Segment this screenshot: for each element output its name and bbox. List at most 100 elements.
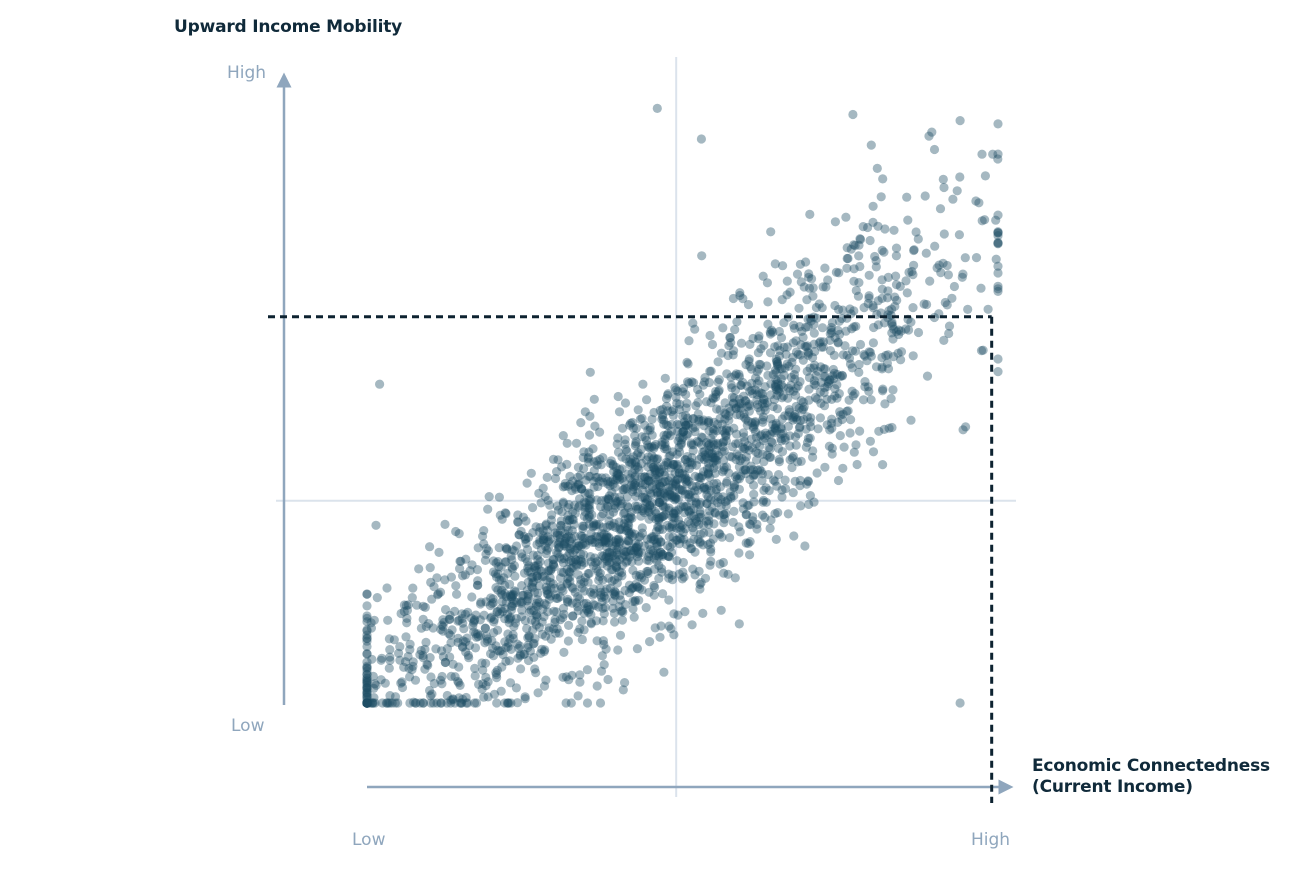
data-point [698, 467, 709, 477]
data-point [495, 510, 505, 520]
data-point [521, 534, 531, 544]
data-point [488, 651, 499, 661]
data-point [765, 348, 776, 358]
data-point [390, 692, 401, 702]
data-point [563, 596, 573, 606]
data-point [574, 541, 584, 551]
data-point [774, 454, 784, 465]
data-point [658, 500, 668, 511]
data-point [751, 455, 762, 465]
data-point [362, 626, 372, 636]
data-point [653, 534, 664, 544]
data-point [573, 570, 583, 580]
data-point [532, 609, 542, 620]
data-point [695, 509, 705, 519]
data-point [408, 583, 418, 593]
data-point [543, 536, 554, 546]
data-point [876, 192, 886, 202]
data-point [617, 423, 628, 433]
data-point [735, 398, 745, 409]
data-point [468, 621, 478, 631]
data-point [501, 543, 511, 553]
data-point [520, 534, 530, 545]
data-point [818, 282, 828, 292]
data-point [835, 410, 846, 420]
data-point [747, 364, 757, 374]
data-point [632, 450, 642, 460]
data-point [637, 472, 647, 482]
data-point [592, 532, 602, 542]
data-point [750, 385, 760, 395]
data-point [743, 416, 753, 426]
data-point [729, 482, 739, 492]
data-point [770, 509, 780, 519]
data-point [611, 561, 621, 571]
data-point [437, 620, 447, 630]
data-point [752, 367, 762, 377]
data-point [583, 577, 593, 587]
data-point [634, 539, 644, 549]
data-point [631, 570, 641, 581]
data-point [425, 685, 435, 696]
data-point [582, 665, 593, 675]
data-point [639, 507, 650, 518]
data-point [811, 380, 821, 390]
data-point [504, 618, 514, 628]
data-point [544, 594, 555, 604]
data-point [708, 424, 718, 434]
data-point [597, 496, 607, 506]
data-point [508, 630, 518, 640]
data-point [960, 253, 970, 263]
data-point [721, 436, 732, 446]
data-point [461, 698, 471, 708]
data-point [868, 201, 878, 211]
data-point [385, 698, 395, 708]
data-point [688, 440, 698, 450]
data-point [758, 417, 768, 427]
data-point [429, 582, 439, 592]
data-point [498, 650, 508, 660]
data-point [362, 673, 372, 683]
data-point [657, 478, 668, 488]
data-point [840, 341, 850, 351]
data-point [701, 397, 712, 407]
data-point [802, 366, 812, 376]
data-point [451, 581, 461, 591]
data-point [620, 514, 630, 525]
data-point [734, 394, 745, 404]
data-point [382, 698, 392, 708]
data-point [642, 395, 652, 405]
data-point [584, 447, 594, 457]
data-point [817, 323, 828, 333]
data-point [516, 612, 527, 622]
data-point [575, 594, 585, 604]
data-point [532, 595, 543, 605]
data-point [887, 328, 897, 338]
data-point [612, 578, 622, 588]
data-point [610, 554, 621, 564]
data-point [573, 472, 583, 482]
data-point [729, 506, 739, 516]
data-point [670, 468, 680, 478]
data-point [993, 354, 1003, 364]
data-point [704, 463, 715, 473]
data-point [738, 442, 748, 452]
data-point [593, 566, 603, 577]
data-point [663, 390, 673, 400]
data-point [531, 561, 541, 571]
data-point [591, 558, 601, 568]
data-point [829, 368, 840, 378]
data-point [940, 297, 950, 308]
data-point [647, 451, 657, 461]
data-point [573, 462, 584, 472]
data-point [536, 498, 546, 508]
data-point [659, 511, 669, 521]
data-point [554, 628, 564, 638]
data-point [401, 632, 411, 642]
data-point [377, 698, 387, 708]
data-point [678, 387, 688, 397]
data-point [668, 532, 678, 542]
data-point [440, 575, 450, 585]
data-point [710, 468, 720, 478]
data-point [410, 698, 420, 708]
